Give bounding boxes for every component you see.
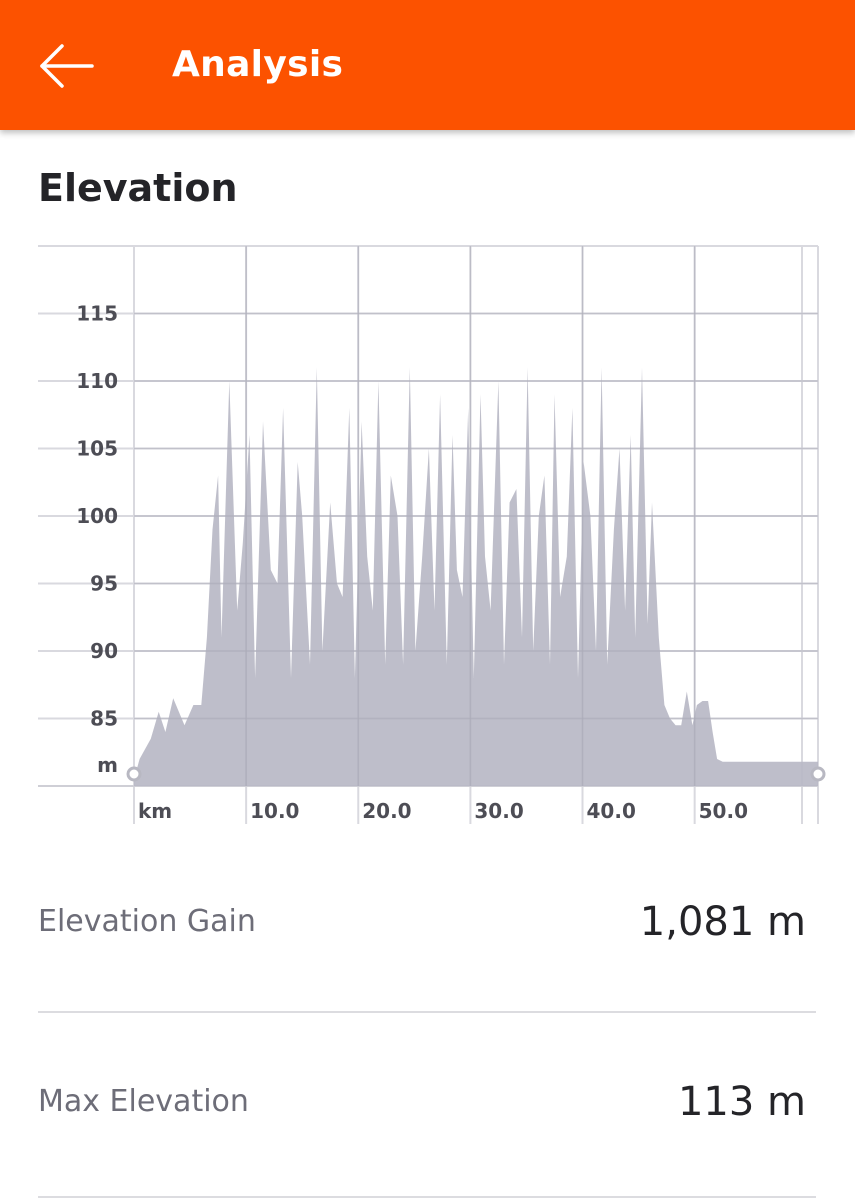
elevation-gain-label: Elevation Gain (38, 904, 256, 939)
stats-divider-bottom (38, 1196, 816, 1198)
x-tick-label: 50.0 (699, 799, 748, 823)
elevation-gain-row: Elevation Gain 1,081 m (38, 892, 816, 952)
stats-divider (38, 1011, 816, 1013)
x-tick-label: 40.0 (587, 799, 636, 823)
y-tick-label: 100 (76, 504, 118, 528)
elevation-chart-svg: 85 90 95 100 105 110 115 m 10.0 20.0 30.0 40.0 50.0 k… (38, 245, 826, 824)
elevation-chart: 85 90 95 100 105 110 115 m 10.0 20.0 30.0 40.0 50.0 k… (0, 240, 855, 830)
start-point-marker (126, 766, 142, 782)
page-title: Analysis (172, 44, 344, 85)
section-title: Elevation (38, 166, 238, 210)
max-elevation-row: Max Elevation 113 m (38, 1072, 816, 1132)
y-tick-label: 115 (76, 302, 118, 326)
x-axis-unit-label: km (138, 799, 172, 823)
elevation-area (134, 367, 818, 786)
x-tick-label: 30.0 (474, 799, 523, 823)
y-axis-unit-label: m (97, 753, 118, 777)
y-tick-label: 95 (90, 572, 118, 596)
back-button[interactable] (32, 32, 100, 100)
max-elevation-value: 113 m (677, 1079, 806, 1125)
y-tick-label: 105 (76, 437, 118, 461)
end-point-marker (810, 766, 826, 782)
y-tick-label: 85 (90, 707, 118, 731)
elevation-gain-value: 1,081 m (639, 899, 806, 945)
max-elevation-label: Max Elevation (38, 1084, 249, 1119)
y-tick-label: 90 (90, 639, 118, 663)
x-tick-label: 20.0 (362, 799, 411, 823)
app-header: Analysis (0, 0, 855, 130)
x-tick-label: 10.0 (250, 799, 299, 823)
arrow-left-icon (40, 44, 94, 88)
y-tick-label: 110 (76, 369, 118, 393)
